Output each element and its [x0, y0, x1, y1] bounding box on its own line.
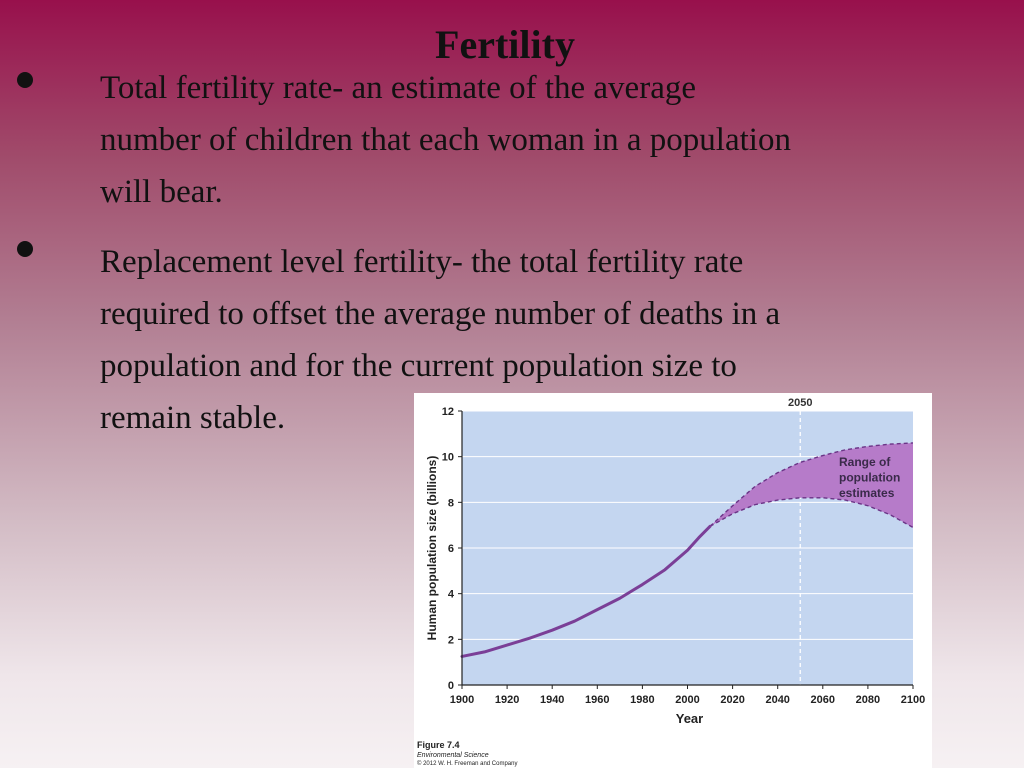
range-annotation-label: Range of [839, 455, 891, 469]
bullet-2-line: remain stable. [100, 400, 286, 436]
bullet-1-line: will bear. [100, 174, 223, 210]
figure-caption-line: Environmental Science [417, 752, 489, 759]
x-tick-label: 1920 [495, 694, 519, 706]
figure-caption-line: © 2012 W. H. Freeman and Company [417, 760, 517, 767]
bullet-point-icon [17, 72, 33, 88]
x-tick-label: 2040 [765, 694, 789, 706]
x-tick-label: 1980 [630, 694, 654, 706]
slide-title: Fertility [435, 22, 575, 67]
population-series-line [460, 524, 712, 658]
x-tick-label: 2080 [856, 694, 880, 706]
population-chart: 2050 0 2 4 6 8 10 12 1900 1920 1940 1960 1980 2000 20… [417, 397, 925, 767]
range-annotation-label: estimates [839, 486, 895, 500]
range-upper-line [709, 442, 914, 527]
x-tick-label: 2100 [901, 694, 925, 706]
population-chart-figure: 2050 0 2 4 6 8 10 12 1900 1920 1940 1960 1980 2000 20… [414, 393, 932, 768]
x-tick-label: 2000 [675, 694, 699, 706]
bullet-2-line: required to offset the average number of… [100, 296, 781, 332]
x-tick-label: 1940 [540, 694, 564, 706]
bullet-1-line: Total fertility rate- an estimate of the… [100, 70, 696, 106]
y-axis-title: Human population size (billions) [425, 456, 439, 641]
range-annotation-label: population [839, 471, 900, 485]
y-tick-label: 4 [448, 589, 455, 601]
range-lower-line [709, 497, 914, 529]
bullet-1-line: number of children that each woman in a … [100, 122, 791, 158]
y-tick-label: 0 [448, 680, 454, 692]
x-tick-label: 1960 [585, 694, 609, 706]
bullet-2-line: Replacement level fertility- the total f… [100, 244, 744, 280]
x-axis-title: Year [676, 711, 703, 726]
x-tick-label: 2020 [720, 694, 744, 706]
population-range-band [710, 442, 913, 528]
x-tick-label: 2060 [811, 694, 835, 706]
bullet-2: Replacement level fertility- the total f… [100, 236, 1000, 444]
y-tick-label: 2 [448, 634, 454, 646]
y-tick-label: 10 [442, 452, 454, 464]
figure-caption-line: Figure 7.4 [417, 740, 460, 750]
y-tick-label: 12 [442, 406, 454, 418]
y-tick-label: 6 [448, 543, 454, 555]
bullet-2-line: population and for the current populatio… [100, 348, 737, 384]
y-tick-label: 8 [448, 497, 454, 509]
marker-label-2050: 2050 [788, 397, 812, 409]
bullet-point-icon [17, 241, 33, 257]
bullet-1: Total fertility rate- an estimate of the… [100, 62, 1000, 218]
x-tick-label: 1900 [450, 694, 474, 706]
